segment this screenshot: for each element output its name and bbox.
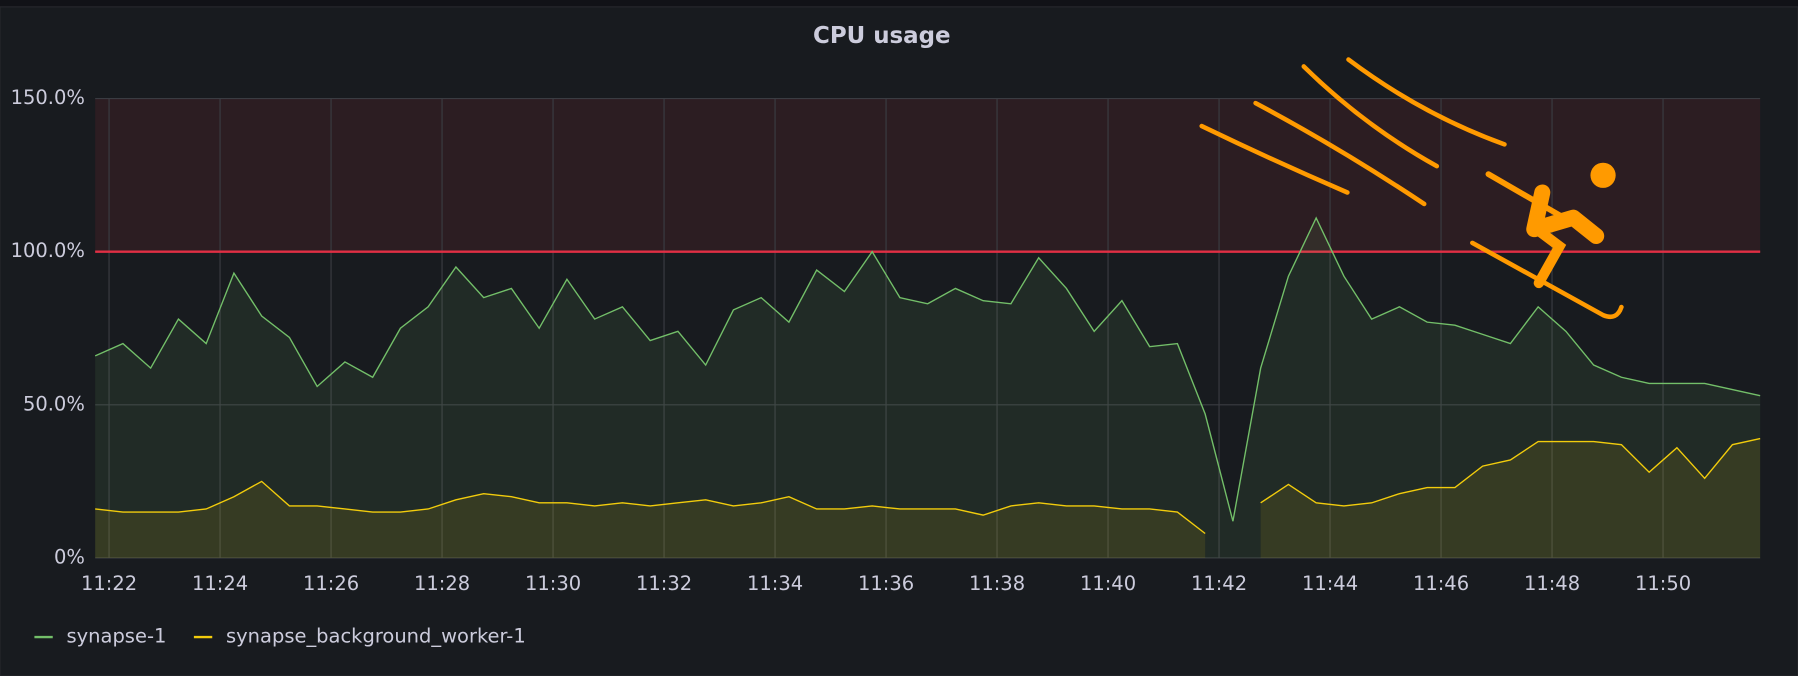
threshold-region [95,98,1761,252]
y-tick-label: 50.0% [23,392,85,415]
series-area [95,438,1761,558]
series-area [95,217,1761,558]
x-tick-label: 11:44 [1302,572,1358,595]
x-tick-label: 11:28 [414,572,470,595]
plot-area: 0% 50.0% 100.0% 150.0% 11:22 11:24 11:26 11:28 1… [11,86,1761,595]
x-tick-label: 11:30 [525,572,581,595]
x-tick-label: 11:36 [858,572,914,595]
x-tick-label: 11:32 [636,572,692,595]
panel [0,6,1798,676]
x-tick-label: 11:34 [747,572,803,595]
legend-label[interactable]: synapse_background_worker-1 [226,625,526,648]
chart-title[interactable]: CPU usage [813,23,951,49]
x-tick-label: 11:46 [1413,572,1469,595]
skier-doodle [1199,57,1624,320]
x-tick-label: 11:48 [1524,572,1580,595]
x-tick-label: 11:38 [969,572,1025,595]
series-line [94,216,1761,522]
legend-label[interactable]: synapse-1 [67,625,167,648]
y-tick-label: 150.0% [11,86,85,109]
y-tick-label: 100.0% [11,239,85,262]
x-tick-label: 11:22 [81,572,137,595]
series-line [95,437,1761,535]
x-tick-label: 11:50 [1635,572,1691,595]
x-tick-label: 11:42 [1191,572,1247,595]
x-tick-label: 11:24 [192,572,248,595]
x-tick-label: 11:26 [303,572,359,595]
x-tick-label: 11:40 [1080,572,1136,595]
y-tick-label: 0% [54,545,85,568]
